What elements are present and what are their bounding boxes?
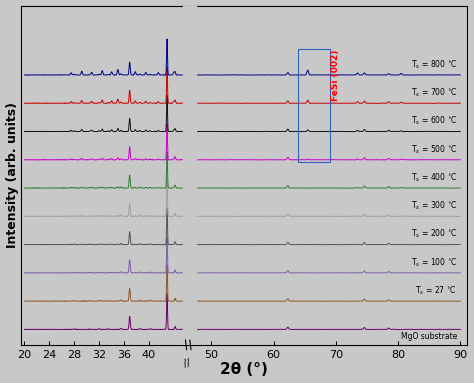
Text: T$_s$ = 27 $^{\circ}$C: T$_s$ = 27 $^{\circ}$C bbox=[416, 285, 457, 297]
Text: T$_s$ = 400 $^{\circ}$C: T$_s$ = 400 $^{\circ}$C bbox=[410, 172, 457, 184]
Y-axis label: Intensity (arb. units): Intensity (arb. units) bbox=[6, 102, 18, 248]
Text: FeSi (002): FeSi (002) bbox=[331, 49, 340, 101]
Bar bbox=[183, 6, 196, 345]
Text: T$_s$ = 600 $^{\circ}$C: T$_s$ = 600 $^{\circ}$C bbox=[410, 115, 457, 128]
Text: T$_s$ = 800 $^{\circ}$C: T$_s$ = 800 $^{\circ}$C bbox=[410, 58, 457, 71]
Text: T$_s$ = 500 $^{\circ}$C: T$_s$ = 500 $^{\circ}$C bbox=[410, 143, 457, 155]
Bar bbox=[299, 49, 329, 162]
X-axis label: 2θ (°): 2θ (°) bbox=[220, 362, 268, 377]
Text: T$_s$ = 100 $^{\circ}$C: T$_s$ = 100 $^{\circ}$C bbox=[410, 256, 457, 269]
Text: MgO substrate: MgO substrate bbox=[401, 332, 457, 341]
Text: T$_s$ = 300 $^{\circ}$C: T$_s$ = 300 $^{\circ}$C bbox=[410, 200, 457, 212]
Text: //: // bbox=[183, 358, 192, 369]
Text: T$_s$ = 700 $^{\circ}$C: T$_s$ = 700 $^{\circ}$C bbox=[410, 87, 457, 99]
Text: T$_s$ = 200 $^{\circ}$C: T$_s$ = 200 $^{\circ}$C bbox=[410, 228, 457, 241]
